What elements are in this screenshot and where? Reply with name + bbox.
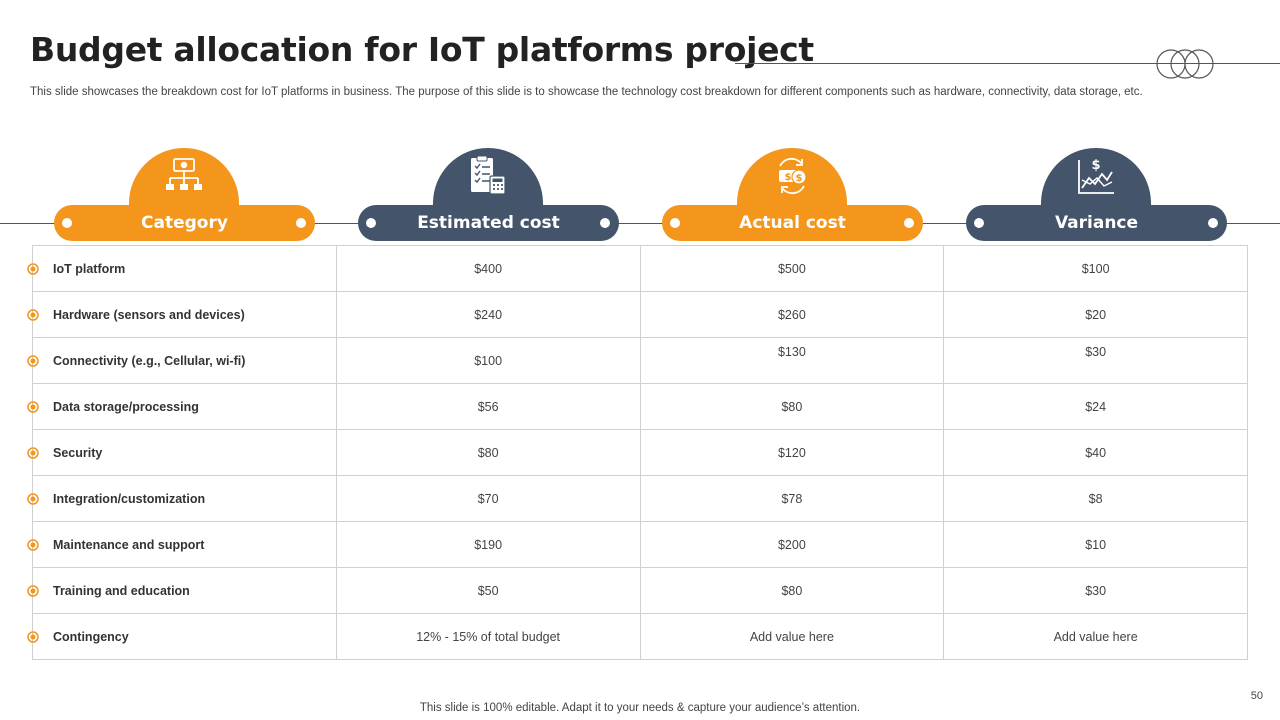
svg-text:$: $ bbox=[796, 173, 803, 184]
table-row: Contingency 12% - 15% of total budget Ad… bbox=[27, 613, 1248, 660]
category-cell: IoT platform bbox=[27, 245, 337, 292]
actual-pill: Actual cost bbox=[662, 205, 923, 241]
title-divider bbox=[735, 63, 1280, 64]
bullet-marker-icon bbox=[27, 492, 39, 505]
category-dome bbox=[129, 148, 239, 205]
footer-note: This slide is 100% editable. Adapt it to… bbox=[419, 702, 861, 714]
actual-cell: $260 bbox=[639, 291, 945, 338]
pill-dot-left bbox=[366, 218, 376, 228]
checklist-calculator-icon bbox=[471, 156, 506, 195]
table-row: IoT platform $400 $500 $100 bbox=[27, 245, 1248, 292]
column-header-estimated: Estimated cost bbox=[358, 148, 619, 243]
pill-dot-right bbox=[600, 218, 610, 228]
money-exchange-icon: $ $ bbox=[779, 157, 807, 195]
variance-cell: $30 bbox=[943, 567, 1248, 614]
column-label-estimated: Estimated cost bbox=[417, 213, 560, 233]
actual-cell: $130 bbox=[639, 337, 945, 384]
pill-dot-right bbox=[904, 218, 914, 228]
actual-cell: Add value here bbox=[639, 613, 945, 660]
category-cell: Data storage/processing bbox=[27, 383, 337, 430]
category-cell: Training and education bbox=[27, 567, 337, 614]
slide-description: This slide showcases the breakdown cost … bbox=[30, 86, 1143, 98]
variance-cell: $8 bbox=[943, 475, 1248, 522]
column-label-category: Category bbox=[141, 213, 228, 233]
variance-cell: Add value here bbox=[943, 613, 1248, 660]
actual-cell: $500 bbox=[639, 245, 945, 292]
org-chart-money-icon bbox=[166, 158, 202, 190]
estimated-pill: Estimated cost bbox=[358, 205, 619, 241]
bullet-marker-icon bbox=[27, 630, 39, 643]
svg-text:$: $ bbox=[1091, 158, 1100, 173]
category-cell: Hardware (sensors and devices) bbox=[27, 291, 337, 338]
estimated-cell: $100 bbox=[335, 337, 641, 384]
variance-cell: $100 bbox=[943, 245, 1248, 292]
category-cell: Security bbox=[27, 429, 337, 476]
table-row: Connectivity (e.g., Cellular, wi-fi) $10… bbox=[27, 337, 1248, 384]
column-label-variance: Variance bbox=[1054, 213, 1139, 233]
variance-cell: $10 bbox=[943, 521, 1248, 568]
variance-cell: $40 bbox=[943, 429, 1248, 476]
table-row: Integration/customization $70 $78 $8 bbox=[27, 475, 1248, 522]
column-header-category: Category bbox=[54, 148, 315, 243]
bullet-marker-icon bbox=[27, 584, 39, 597]
variance-cell: $20 bbox=[943, 291, 1248, 338]
bullet-marker-icon bbox=[27, 308, 39, 321]
column-header-variance: $ Variance bbox=[966, 148, 1227, 243]
column-label-actual: Actual cost bbox=[739, 213, 846, 233]
header-divider bbox=[0, 223, 1280, 224]
pill-dot-left bbox=[670, 218, 680, 228]
table-row: Hardware (sensors and devices) $240 $260… bbox=[27, 291, 1248, 338]
estimated-cell: $400 bbox=[335, 245, 641, 292]
estimated-cell: 12% - 15% of total budget bbox=[335, 613, 641, 660]
category-cell: Maintenance and support bbox=[27, 521, 337, 568]
column-header-actual: $ $ Actual cost bbox=[662, 148, 923, 243]
estimated-cell: $50 bbox=[335, 567, 641, 614]
estimated-cell: $190 bbox=[335, 521, 641, 568]
table-row: Maintenance and support $190 $200 $10 bbox=[27, 521, 1248, 568]
category-cell: Contingency bbox=[27, 613, 337, 660]
page-number: 50 bbox=[1250, 690, 1263, 702]
bullet-marker-icon bbox=[27, 446, 39, 459]
category-cell: Connectivity (e.g., Cellular, wi-fi) bbox=[27, 337, 337, 384]
bullet-marker-icon bbox=[27, 538, 39, 551]
variance-cell: $30 bbox=[943, 337, 1248, 384]
estimated-cell: $70 bbox=[335, 475, 641, 522]
budget-table: IoT platform $400 $500 $100 Hardware (se… bbox=[27, 245, 1248, 660]
pill-dot-left bbox=[62, 218, 72, 228]
actual-cell: $80 bbox=[639, 567, 945, 614]
actual-cell: $80 bbox=[639, 383, 945, 430]
estimated-cell: $56 bbox=[335, 383, 641, 430]
table-row: Training and education $50 $80 $30 bbox=[27, 567, 1248, 614]
estimated-dome bbox=[433, 148, 543, 205]
bullet-marker-icon bbox=[27, 354, 39, 367]
actual-dome: $ $ bbox=[737, 148, 847, 205]
rings-icon bbox=[1156, 49, 1214, 79]
table-row: Data storage/processing $56 $80 $24 bbox=[27, 383, 1248, 430]
page-title: Budget allocation for IoT platforms proj… bbox=[30, 30, 814, 69]
actual-cell: $120 bbox=[639, 429, 945, 476]
bullet-marker-icon bbox=[27, 262, 39, 275]
category-cell: Integration/customization bbox=[27, 475, 337, 522]
actual-cell: $78 bbox=[639, 475, 945, 522]
pill-dot-right bbox=[296, 218, 306, 228]
dollar-growth-chart-icon: $ bbox=[1078, 158, 1114, 194]
actual-cell: $200 bbox=[639, 521, 945, 568]
variance-cell: $24 bbox=[943, 383, 1248, 430]
variance-dome: $ bbox=[1041, 148, 1151, 205]
table-row: Security $80 $120 $40 bbox=[27, 429, 1248, 476]
estimated-cell: $240 bbox=[335, 291, 641, 338]
variance-pill: Variance bbox=[966, 205, 1227, 241]
pill-dot-right bbox=[1208, 218, 1218, 228]
pill-dot-left bbox=[974, 218, 984, 228]
category-pill: Category bbox=[54, 205, 315, 241]
estimated-cell: $80 bbox=[335, 429, 641, 476]
bullet-marker-icon bbox=[27, 400, 39, 413]
svg-text:$: $ bbox=[785, 172, 792, 183]
